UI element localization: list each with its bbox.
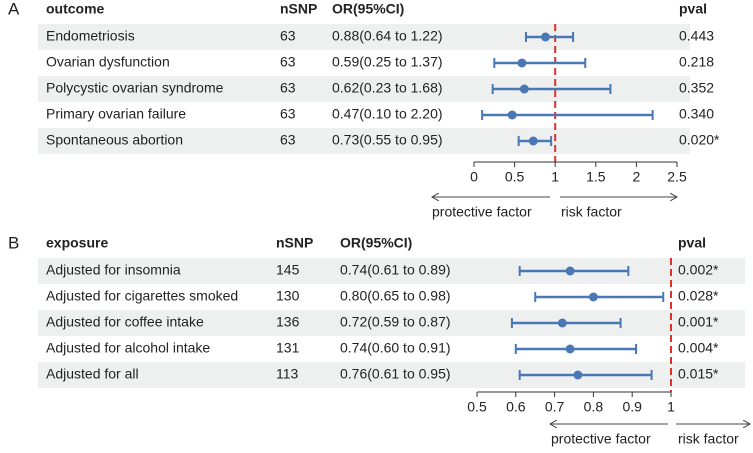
or-ci: 0.62(0.23 to 1.68)	[332, 80, 443, 96]
pval: 0.028*	[678, 288, 719, 304]
pval: 0.020*	[679, 132, 720, 148]
pval: 0.340	[679, 106, 714, 122]
nsnp: 63	[280, 106, 296, 122]
or-ci: 0.74(0.60 to 0.91)	[340, 340, 451, 356]
x-tick-label: 0.6	[506, 399, 526, 415]
panel-label: A	[8, 0, 20, 18]
nsnp: 130	[276, 288, 300, 304]
column-header: exposure	[46, 235, 108, 251]
x-tick-label: 1	[667, 399, 675, 415]
row-label: Endometriosis	[46, 28, 135, 44]
or-ci: 0.59(0.25 to 1.37)	[332, 54, 443, 70]
x-tick-label: 0.5	[505, 169, 525, 185]
point-estimate	[540, 32, 550, 42]
point-estimate	[588, 292, 598, 302]
row-label: Adjusted for alcohol intake	[46, 340, 210, 356]
nsnp: 63	[280, 54, 296, 70]
point-estimate	[519, 84, 529, 94]
x-tick-label: 1.5	[586, 169, 606, 185]
nsnp: 145	[276, 262, 300, 278]
pval: 0.001*	[678, 314, 719, 330]
column-header: nSNP	[280, 1, 317, 17]
column-header: nSNP	[276, 235, 313, 251]
pval: 0.352	[679, 80, 714, 96]
nsnp: 63	[280, 80, 296, 96]
x-tick-label: 0.7	[545, 399, 565, 415]
nsnp: 136	[276, 314, 300, 330]
point-estimate	[517, 58, 527, 68]
point-estimate	[565, 266, 575, 276]
nsnp: 63	[280, 132, 296, 148]
or-ci: 0.72(0.59 to 0.87)	[340, 314, 451, 330]
panel-label: B	[8, 233, 19, 252]
row-label: Spontaneous abortion	[46, 132, 183, 148]
x-tick-label: 0.8	[584, 399, 604, 415]
nsnp: 131	[276, 340, 300, 356]
row-label: Primary ovarian failure	[46, 106, 186, 122]
row-shade	[38, 310, 745, 336]
row-label: Adjusted for all	[46, 366, 139, 382]
or-ci: 0.73(0.55 to 0.95)	[332, 132, 443, 148]
x-tick-label: 0.9	[622, 399, 642, 415]
x-tick-label: 1	[551, 169, 559, 185]
or-ci: 0.80(0.65 to 0.98)	[340, 288, 451, 304]
column-header: pval	[678, 235, 706, 251]
or-ci: 0.74(0.61 to 0.89)	[340, 262, 451, 278]
x-tick-label: 0.5	[467, 399, 487, 415]
arrow-label: risk factor	[561, 204, 622, 220]
column-header: OR(95%CI)	[332, 1, 404, 17]
pval: 0.443	[679, 28, 714, 44]
or-ci: 0.76(0.61 to 0.95)	[340, 366, 451, 382]
row-shade	[38, 24, 690, 50]
point-estimate	[557, 318, 567, 328]
row-label: Ovarian dysfunction	[46, 54, 170, 70]
pval: 0.002*	[678, 262, 719, 278]
row-label: Adjusted for insomnia	[46, 262, 181, 278]
point-estimate	[565, 344, 575, 354]
nsnp: 113	[276, 366, 299, 382]
x-tick-label: 0	[470, 169, 478, 185]
arrow-label: protective factor	[551, 431, 651, 447]
point-estimate	[528, 136, 538, 146]
row-label: Adjusted for coffee intake	[46, 314, 204, 330]
pval: 0.004*	[678, 340, 719, 356]
row-shade	[38, 128, 690, 154]
column-header: OR(95%CI)	[340, 235, 412, 251]
x-tick-label: 2.5	[667, 169, 687, 185]
x-tick-label: 2	[633, 169, 641, 185]
nsnp: 63	[280, 28, 296, 44]
row-label: Adjusted for cigarettes smoked	[46, 288, 238, 304]
point-estimate	[573, 370, 583, 380]
arrow-label: risk factor	[678, 431, 739, 447]
column-header: pval	[679, 1, 707, 17]
or-ci: 0.88(0.64 to 1.22)	[332, 28, 443, 44]
arrow-label: protective factor	[432, 204, 532, 220]
column-header: outcome	[46, 1, 105, 17]
pval: 0.218	[679, 54, 714, 70]
point-estimate	[507, 110, 517, 120]
row-label: Polycystic ovarian syndrome	[46, 80, 224, 96]
or-ci: 0.47(0.10 to 2.20)	[332, 106, 443, 122]
pval: 0.015*	[678, 366, 719, 382]
